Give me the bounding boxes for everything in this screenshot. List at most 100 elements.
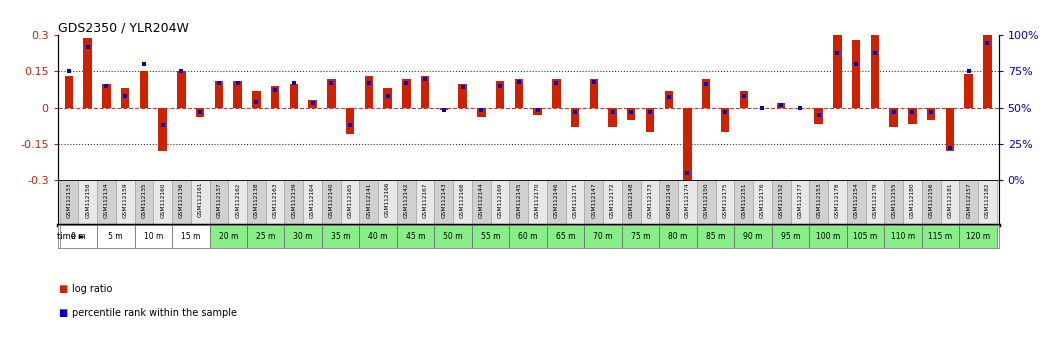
Bar	[440, 108, 448, 110]
Bar	[584, 225, 622, 248]
Bar	[515, 79, 523, 108]
Bar	[533, 108, 541, 115]
Bar	[622, 225, 660, 248]
Text: GSM112149: GSM112149	[666, 182, 671, 218]
Text: GSM112165: GSM112165	[347, 182, 352, 217]
Point	[566, 109, 583, 115]
Bar	[102, 84, 110, 108]
Bar	[290, 84, 298, 108]
Text: GSM112137: GSM112137	[216, 182, 221, 218]
Bar	[528, 180, 547, 225]
Bar	[458, 84, 467, 108]
Bar	[496, 81, 505, 108]
Text: GSM112148: GSM112148	[628, 182, 634, 218]
Text: 25 m: 25 m	[256, 232, 276, 241]
Point	[492, 83, 509, 89]
Text: GSM112140: GSM112140	[328, 182, 334, 218]
Bar	[247, 180, 265, 225]
Point	[716, 109, 733, 115]
Bar	[622, 180, 641, 225]
Point	[154, 122, 171, 128]
Point	[266, 87, 283, 93]
Point	[979, 40, 996, 45]
Bar	[229, 180, 247, 225]
Text: 95 m: 95 m	[780, 232, 800, 241]
Bar	[927, 108, 936, 120]
Text: time ►: time ►	[58, 232, 85, 241]
Bar	[810, 180, 828, 225]
Bar	[983, 0, 991, 108]
Text: GSM112168: GSM112168	[461, 182, 465, 217]
Text: GSM112147: GSM112147	[592, 182, 596, 218]
Bar	[847, 180, 865, 225]
Text: GSM112145: GSM112145	[516, 182, 521, 218]
Bar	[434, 180, 453, 225]
Bar	[664, 91, 673, 108]
Point	[923, 109, 940, 115]
Bar	[98, 180, 115, 225]
Text: GSM112175: GSM112175	[723, 182, 728, 218]
Bar	[210, 225, 247, 248]
Bar	[415, 180, 434, 225]
Bar	[884, 225, 922, 248]
Bar	[60, 225, 98, 248]
Text: 90 m: 90 m	[744, 232, 763, 241]
Text: GSM112156: GSM112156	[928, 182, 934, 217]
Point	[942, 145, 959, 151]
Text: GSM112133: GSM112133	[66, 182, 71, 218]
Point	[173, 69, 190, 74]
Text: GSM112162: GSM112162	[235, 182, 240, 217]
Bar	[121, 88, 129, 108]
Bar	[734, 180, 753, 225]
Bar	[60, 180, 79, 225]
Bar	[571, 108, 579, 127]
Point	[398, 80, 414, 86]
Text: 115 m: 115 m	[928, 232, 952, 241]
Bar	[210, 180, 229, 225]
Text: log ratio: log ratio	[72, 284, 112, 293]
Bar	[453, 180, 472, 225]
Text: 40 m: 40 m	[368, 232, 388, 241]
Point	[623, 109, 640, 115]
Text: GSM112167: GSM112167	[423, 182, 428, 217]
Bar	[884, 180, 903, 225]
Text: GSM112178: GSM112178	[835, 182, 840, 218]
Bar	[397, 180, 415, 225]
Point	[454, 85, 471, 90]
Point	[866, 50, 883, 56]
Text: 10 m: 10 m	[144, 232, 163, 241]
Text: GSM112173: GSM112173	[647, 182, 652, 218]
Text: ■: ■	[58, 308, 67, 318]
Point	[248, 99, 264, 105]
Text: GSM112142: GSM112142	[404, 182, 409, 218]
Bar	[772, 180, 791, 225]
Point	[304, 101, 321, 106]
Bar	[552, 79, 560, 108]
Point	[342, 122, 359, 128]
Bar	[791, 180, 810, 225]
Point	[698, 82, 714, 87]
Bar	[215, 81, 223, 108]
Bar	[946, 108, 955, 151]
Text: GSM112180: GSM112180	[909, 182, 915, 218]
Point	[323, 80, 340, 86]
Bar	[753, 180, 772, 225]
Point	[98, 83, 114, 89]
Bar	[397, 225, 434, 248]
Bar	[941, 180, 959, 225]
Bar	[172, 180, 191, 225]
Text: GSM112134: GSM112134	[104, 182, 109, 218]
Point	[661, 95, 678, 100]
Point	[548, 80, 564, 86]
Text: 50 m: 50 m	[444, 232, 463, 241]
Text: GSM112159: GSM112159	[123, 182, 128, 218]
Point	[642, 109, 659, 115]
Bar	[284, 180, 303, 225]
Point	[361, 80, 378, 86]
Text: 0 m: 0 m	[71, 232, 86, 241]
Bar	[833, 0, 841, 108]
Bar	[627, 108, 636, 120]
Bar	[140, 72, 148, 108]
Bar	[322, 225, 360, 248]
Bar	[510, 225, 547, 248]
